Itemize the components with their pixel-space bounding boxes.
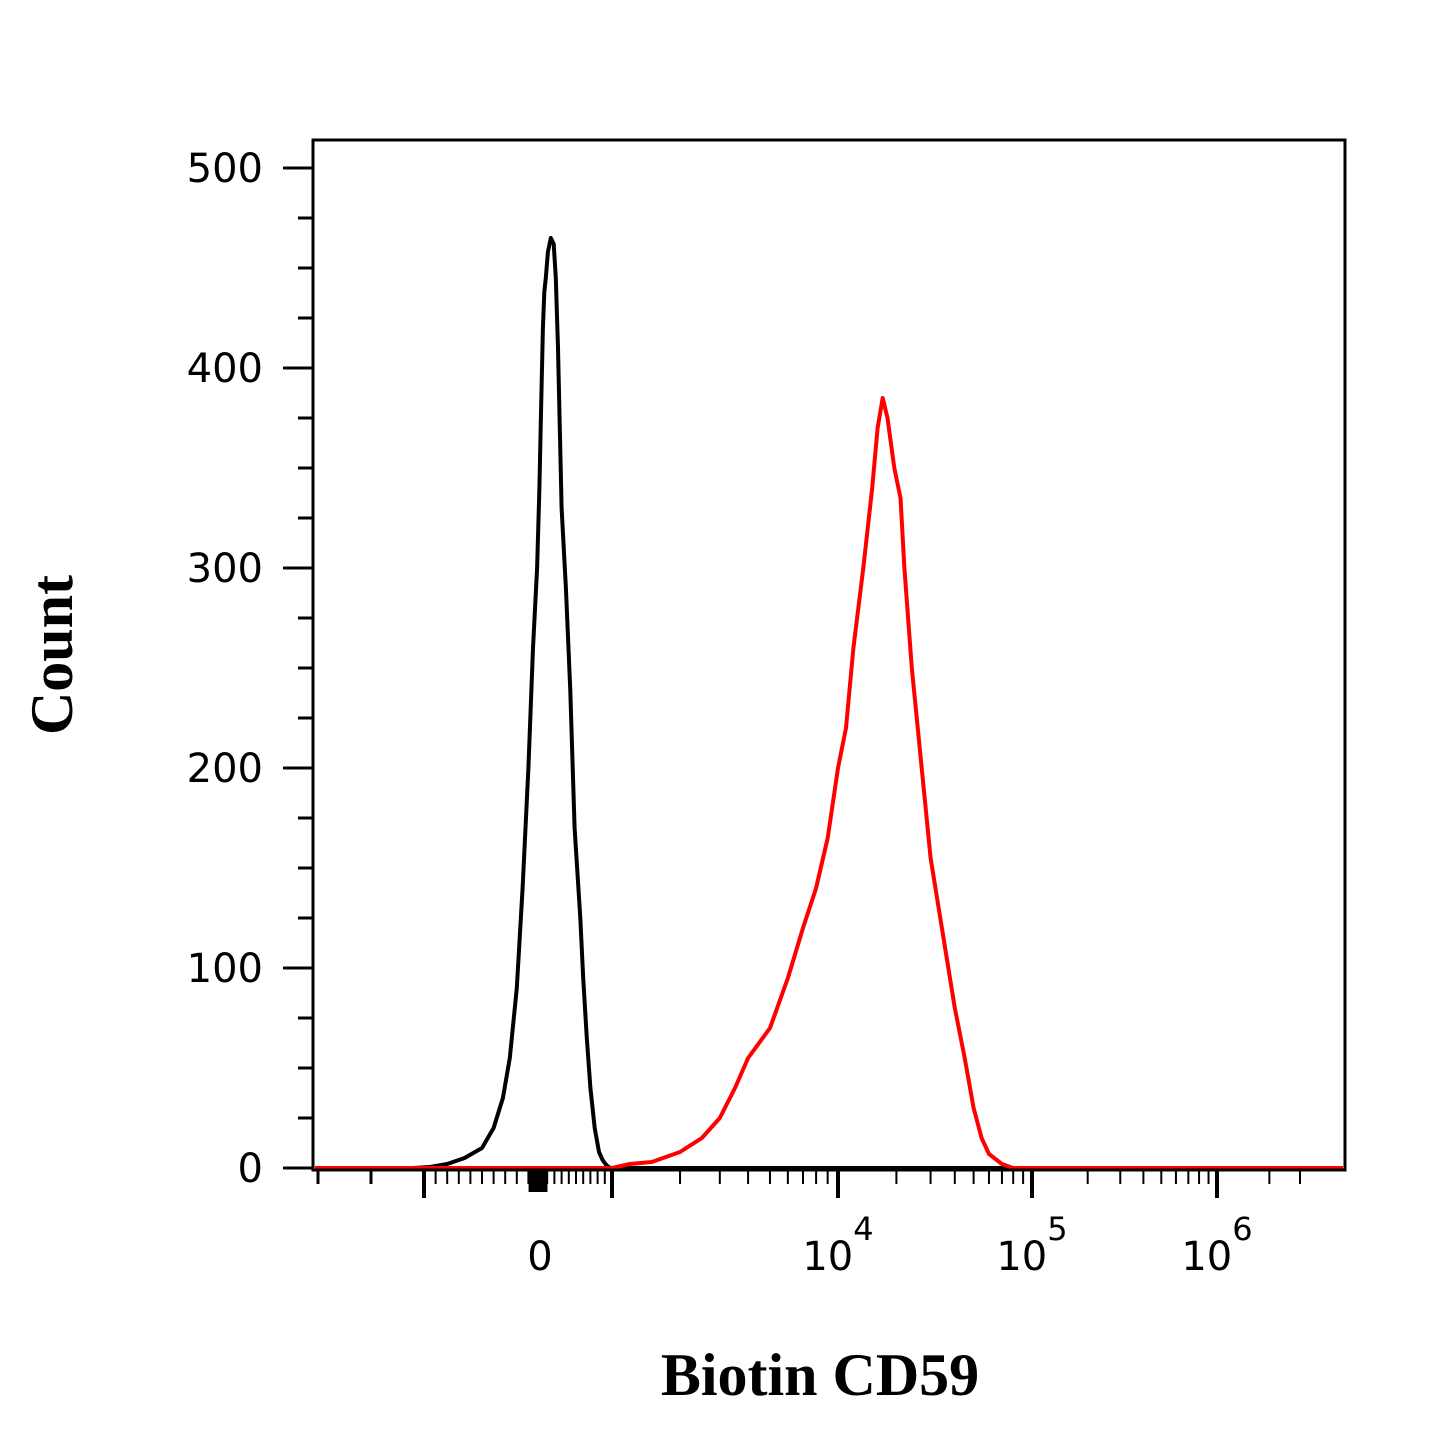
x-tick-label: 104 [802, 1210, 873, 1280]
y-axis-title: Count [19, 575, 85, 735]
y-tick-label: 200 [187, 746, 263, 792]
x-tick-label-base: 0 [527, 1234, 552, 1280]
x-axis-title: Biotin CD59 [661, 1342, 979, 1408]
y-tick-label: 400 [187, 346, 263, 392]
x-tick-label: 0 [527, 1234, 552, 1280]
y-tick-label: 300 [187, 546, 263, 592]
y-tick-label: 100 [187, 946, 263, 992]
x-tick-label-exponent: 5 [1047, 1210, 1067, 1248]
x-tick-label-base: 10 [1181, 1234, 1232, 1280]
x-tick-label: 105 [996, 1210, 1067, 1280]
x-tick-label: 106 [1181, 1210, 1252, 1280]
x-tick-label-base: 10 [996, 1234, 1047, 1280]
series-line-red [315, 396, 1343, 1170]
y-axis-ticks [283, 166, 313, 1170]
x-tick-label-base: 10 [802, 1234, 853, 1280]
x-tick-label-exponent: 4 [853, 1210, 873, 1248]
series-layer [315, 236, 1343, 1170]
x-axis-ticks [316, 1170, 1301, 1198]
x-tick-label-exponent: 6 [1232, 1210, 1252, 1248]
plot-frame [311, 138, 1347, 1172]
y-axis-tick-labels: 0 100 200 300 400 500 [187, 146, 263, 1192]
y-tick-label: 0 [238, 1146, 263, 1192]
y-tick-label: 500 [187, 146, 263, 192]
